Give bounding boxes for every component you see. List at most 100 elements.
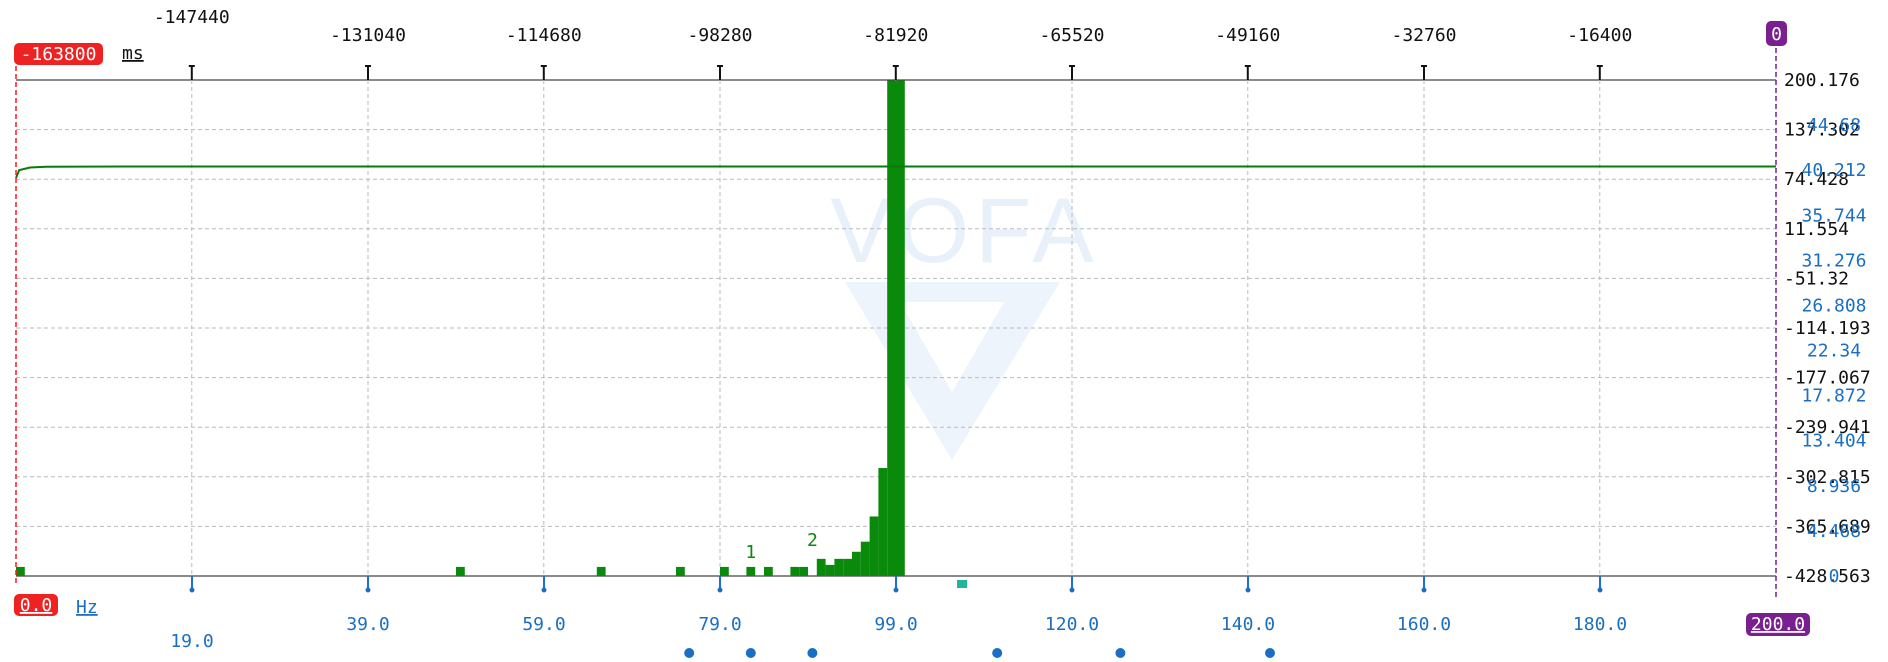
right-black-label: 74.428	[1784, 169, 1849, 190]
right-blue-label: 35.744	[1801, 205, 1866, 226]
freq-tick-label: 140.0	[1221, 614, 1275, 635]
bar	[896, 80, 905, 577]
watermark-logo-icon	[845, 282, 1060, 460]
end-freq-value: 200.0	[1751, 614, 1805, 635]
right-blue-label: 0	[1829, 566, 1840, 587]
bottom-marker-dot	[1115, 648, 1126, 658]
freq-tick-label: 120.0	[1045, 614, 1099, 635]
right-black-label: 200.176	[1784, 70, 1860, 91]
bar	[878, 468, 888, 576]
time-tick-label: -147440	[154, 7, 230, 28]
right-black-label: -428.563	[1784, 566, 1871, 587]
start-freq-value: 0.0	[20, 595, 53, 616]
freq-tick-dot	[1069, 587, 1075, 593]
bar	[456, 566, 465, 576]
right-blue-label: 8.936	[1807, 476, 1861, 497]
bar	[816, 558, 826, 576]
right-black-label: -302.815	[1784, 467, 1871, 488]
time-tick-label: -131040	[330, 25, 406, 46]
right-blue-label: 13.404	[1801, 431, 1866, 452]
bar-annotation: 1	[745, 542, 756, 563]
right-black-label: 11.554	[1784, 219, 1849, 240]
bar	[764, 566, 773, 576]
bottom-marker-dot	[807, 648, 818, 658]
freq-tick-dot	[541, 587, 547, 593]
time-tick-label: -65520	[1039, 25, 1104, 46]
right-blue-label: 40.212	[1801, 160, 1866, 181]
bar	[16, 566, 25, 576]
bar-series	[16, 80, 905, 577]
bar	[676, 566, 685, 576]
annotations: 12	[745, 530, 817, 563]
watermark-text: VOFA	[830, 180, 1099, 282]
bar	[843, 558, 852, 576]
freq-tick-dot	[189, 587, 195, 593]
right-blue-label: 26.808	[1801, 295, 1866, 316]
right-blue-label: 22.34	[1807, 341, 1861, 362]
vofa-watermark: VOFA	[830, 180, 1099, 460]
right-blue-label: 31.276	[1801, 250, 1866, 271]
line-path	[15, 165, 1776, 179]
bar	[834, 558, 844, 576]
value-axes: 200.176 137.302 74.428 11.554 -51.32 -114.193…	[1784, 70, 1871, 587]
range-markers[interactable]: -163800 0.0 0 200.0	[14, 21, 1810, 636]
freq-tick-dot	[1421, 587, 1427, 593]
right-black-label: -177.067	[1784, 368, 1871, 389]
bar	[852, 551, 861, 576]
bottom-marker-dot	[745, 648, 756, 658]
bar	[790, 566, 800, 576]
end-time-value: 0	[1771, 24, 1782, 45]
freq-tick-dot	[1597, 587, 1603, 593]
freq-unit-label: Hz	[76, 597, 98, 618]
freq-tick-dot	[365, 587, 371, 593]
bar-annotation: 2	[807, 530, 818, 551]
start-time-value: -163800	[21, 44, 97, 65]
freq-tick-label: 39.0	[346, 614, 389, 635]
time-tick-label: -32760	[1391, 25, 1456, 46]
time-tick-label: -81920	[863, 25, 928, 46]
bar	[720, 566, 729, 576]
right-black-label: -114.193	[1784, 318, 1871, 339]
right-blue-label: 4.468	[1807, 521, 1861, 542]
line-series	[15, 165, 1776, 179]
bar	[825, 564, 835, 576]
frequency-axis: 19.0 39.0 59.0 79.0 99.0 120.0 140.0 160.0 180.0…	[76, 576, 1627, 658]
time-tick-label: -16400	[1567, 25, 1632, 46]
grid	[16, 79, 1776, 577]
time-unit-label: ms	[122, 43, 144, 64]
freq-tick-label: 59.0	[522, 614, 565, 635]
right-black-label: -365.689	[1784, 516, 1871, 537]
freq-tick-label: 180.0	[1573, 614, 1627, 635]
freq-tick-label: 79.0	[698, 614, 741, 635]
bar	[887, 80, 896, 577]
bar	[799, 566, 808, 576]
bar	[860, 541, 870, 576]
freq-tick-dot	[1245, 587, 1251, 593]
right-black-label: -239.941	[1784, 417, 1871, 438]
start-freq-badge	[14, 594, 58, 616]
right-black-label: 137.302	[1784, 120, 1860, 141]
time-tick-label: -98280	[687, 25, 752, 46]
bottom-marker-dot	[1265, 648, 1275, 658]
bar	[869, 516, 879, 576]
time-axis: -147440 -131040 -114680 -98280 -81920 -65520 -…	[122, 7, 1632, 80]
freq-tick-dot	[893, 587, 899, 593]
end-time-badge	[1766, 21, 1787, 46]
freq-tick-dot	[717, 587, 723, 593]
time-tick-label: -114680	[506, 25, 582, 46]
freq-tick-label: 19.0	[170, 631, 213, 652]
cyan-marker	[957, 580, 967, 588]
bottom-marker-dot	[684, 648, 695, 658]
freq-tick-label: 160.0	[1397, 614, 1451, 635]
freq-tick-label: 99.0	[874, 614, 917, 635]
right-blue-label: 17.872	[1801, 386, 1866, 407]
right-blue-label: 44.68	[1807, 115, 1861, 136]
right-black-label: -51.32	[1784, 268, 1849, 289]
bar	[596, 566, 606, 576]
bottom-marker-dot	[992, 648, 1003, 658]
bar	[746, 566, 756, 576]
time-tick-label: -49160	[1215, 25, 1280, 46]
start-time-badge	[14, 43, 103, 65]
end-freq-badge	[1746, 613, 1810, 636]
